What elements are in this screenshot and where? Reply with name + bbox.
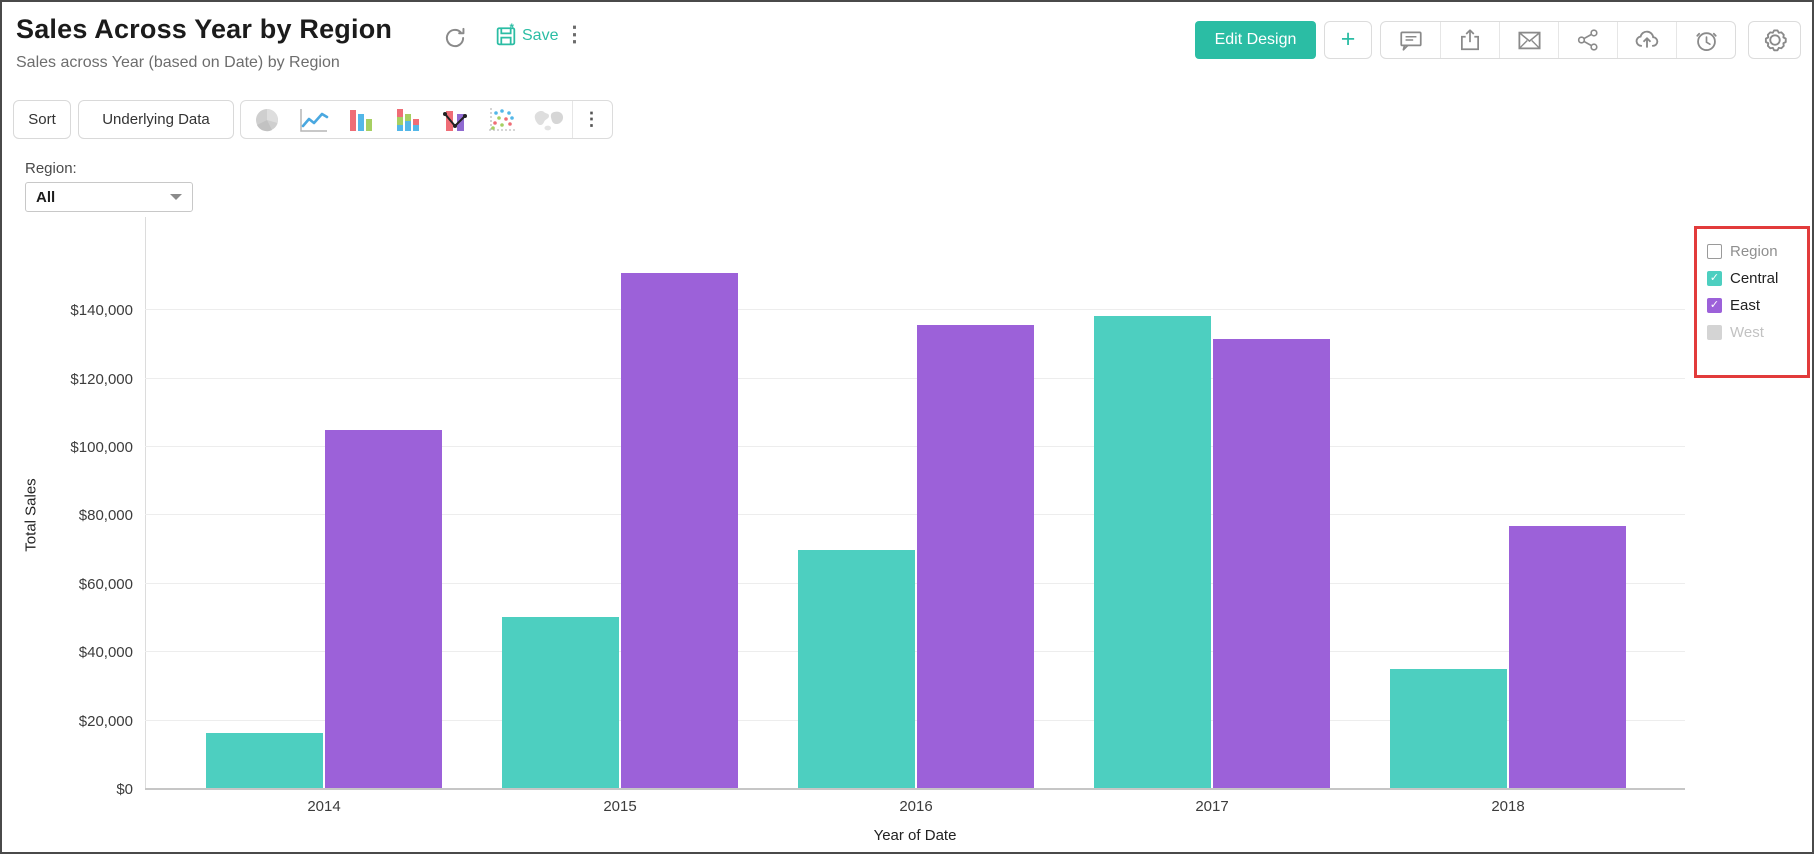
- kebab-menu-icon: ⋮: [564, 23, 585, 46]
- legend-label: East: [1730, 296, 1761, 314]
- bar-line-combo-icon: [442, 110, 467, 131]
- export-button[interactable]: [1440, 22, 1499, 58]
- gear-icon: [1764, 29, 1787, 52]
- x-axis-title: Year of Date: [873, 827, 957, 844]
- bar-east-2018[interactable]: [1509, 526, 1626, 789]
- kebab-menu-icon: ⋮: [582, 109, 601, 129]
- bar-central-2016[interactable]: [798, 550, 915, 789]
- x-axis-tick-label: 2015: [603, 798, 637, 815]
- bar-central-2014[interactable]: [206, 732, 323, 789]
- filter-label: Region:: [25, 160, 77, 177]
- chart-type-toolbar: ⋮: [240, 100, 613, 139]
- gridline: [145, 651, 1685, 653]
- gridline: [145, 514, 1685, 516]
- chart-type-scatter[interactable]: [478, 101, 525, 138]
- gridline: [145, 309, 1685, 311]
- chart-type-pie[interactable]: [243, 101, 290, 138]
- svg-text:*: *: [509, 23, 514, 34]
- chart-type-map[interactable]: [525, 101, 572, 138]
- bar-chart-icon: [349, 109, 372, 131]
- y-axis-tick-label: $80,000: [78, 507, 133, 525]
- refresh-icon: [445, 27, 465, 48]
- page-subtitle: Sales across Year (based on Date) by Reg…: [16, 54, 340, 71]
- gridline: [145, 446, 1685, 447]
- region-filter-dropdown[interactable]: All: [25, 182, 193, 212]
- x-axis-tick-label: 2014: [307, 798, 341, 815]
- alarm-clock-icon: [1695, 31, 1717, 51]
- legend-item-central[interactable]: ✓ Central: [1707, 269, 1807, 287]
- y-axis-tick-label: $0: [116, 781, 133, 798]
- x-axis-tick-label: 2018: [1491, 798, 1525, 815]
- legend-checkbox[interactable]: ✓: [1707, 297, 1722, 313]
- chart-type-bar[interactable]: [337, 101, 384, 138]
- legend-label: Central: [1730, 269, 1779, 287]
- header-icon-group: [1380, 21, 1736, 59]
- y-axis-tick-label: $140,000: [70, 302, 133, 320]
- map-chart-icon: [534, 110, 563, 130]
- save-label: Save: [522, 26, 559, 44]
- legend: Region ✓ Central ✓ East West: [1694, 226, 1810, 378]
- settings-button[interactable]: [1748, 21, 1801, 59]
- gridline: [145, 582, 1685, 584]
- email-button[interactable]: [1499, 22, 1558, 58]
- x-axis-tick-label: 2017: [1195, 798, 1229, 815]
- gridline: [145, 377, 1685, 379]
- cloud-upload-button[interactable]: [1617, 22, 1676, 58]
- bar-central-2015[interactable]: [502, 617, 619, 789]
- plot-area: $0 $20,000 $40,000 $60,000 $80,000 $100,000 $1…: [70, 217, 1685, 815]
- legend-label: West: [1730, 323, 1764, 341]
- save-icon: *: [496, 23, 516, 46]
- bar-central-2018[interactable]: [1390, 669, 1507, 789]
- underlying-data-button[interactable]: Underlying Data: [78, 100, 234, 139]
- legend-item-east[interactable]: ✓ East: [1707, 296, 1807, 314]
- export-icon: [1461, 29, 1479, 51]
- y-axis-title: Total Sales: [22, 478, 40, 552]
- share-button[interactable]: [1558, 22, 1617, 58]
- comment-icon: [1399, 31, 1422, 51]
- chart-type-line[interactable]: [290, 101, 337, 138]
- y-axis-tick-label: $60,000: [78, 575, 133, 593]
- y-axis-tick-label: $100,000: [70, 439, 133, 456]
- legend-label: Region: [1730, 242, 1778, 260]
- refresh-button[interactable]: [442, 25, 468, 51]
- chart-type-kebab-menu[interactable]: ⋮: [572, 101, 610, 138]
- comments-button[interactable]: [1381, 22, 1440, 58]
- header-kebab-menu[interactable]: ⋮: [558, 22, 591, 47]
- bar-east-2017[interactable]: [1213, 339, 1330, 789]
- cloud-upload-icon: [1635, 30, 1659, 48]
- legend-checkbox[interactable]: [1707, 324, 1722, 340]
- region-filter-value: All: [36, 188, 56, 206]
- chart-type-stacked-bar[interactable]: [384, 101, 431, 138]
- page-title: Sales Across Year by Region: [16, 14, 393, 44]
- stacked-bar-chart-icon: [396, 108, 419, 131]
- email-icon: [1517, 31, 1541, 49]
- chevron-down-icon: [170, 194, 182, 200]
- legend-checkbox[interactable]: ✓: [1707, 270, 1722, 286]
- pie-chart-icon: [255, 108, 278, 131]
- x-axis-baseline: [145, 788, 1685, 790]
- bar-east-2015[interactable]: [621, 273, 738, 789]
- legend-item-west[interactable]: West: [1707, 323, 1807, 341]
- schedule-button[interactable]: [1676, 22, 1735, 58]
- add-button[interactable]: +: [1324, 21, 1372, 59]
- save-button[interactable]: * Save: [494, 23, 558, 48]
- share-icon: [1577, 29, 1598, 51]
- sort-button[interactable]: Sort: [13, 100, 71, 139]
- legend-checkbox[interactable]: [1707, 243, 1722, 259]
- gridline: [145, 719, 1685, 721]
- bar-east-2014[interactable]: [325, 429, 442, 789]
- scatter-chart-icon: [488, 107, 515, 132]
- chart-type-bar-line-combo[interactable]: [431, 101, 478, 138]
- y-axis-line: [145, 217, 146, 789]
- legend-title-row[interactable]: Region: [1707, 242, 1807, 260]
- edit-design-button[interactable]: Edit Design: [1195, 21, 1316, 59]
- y-axis-tick-label: $120,000: [70, 370, 133, 388]
- y-axis-tick-label: $40,000: [78, 644, 133, 662]
- line-chart-icon: [299, 108, 328, 132]
- bar-central-2017[interactable]: [1094, 315, 1211, 789]
- x-axis-tick-label: 2016: [899, 798, 933, 815]
- y-axis-tick-label: $20,000: [78, 712, 133, 730]
- bar-east-2016[interactable]: [917, 325, 1034, 789]
